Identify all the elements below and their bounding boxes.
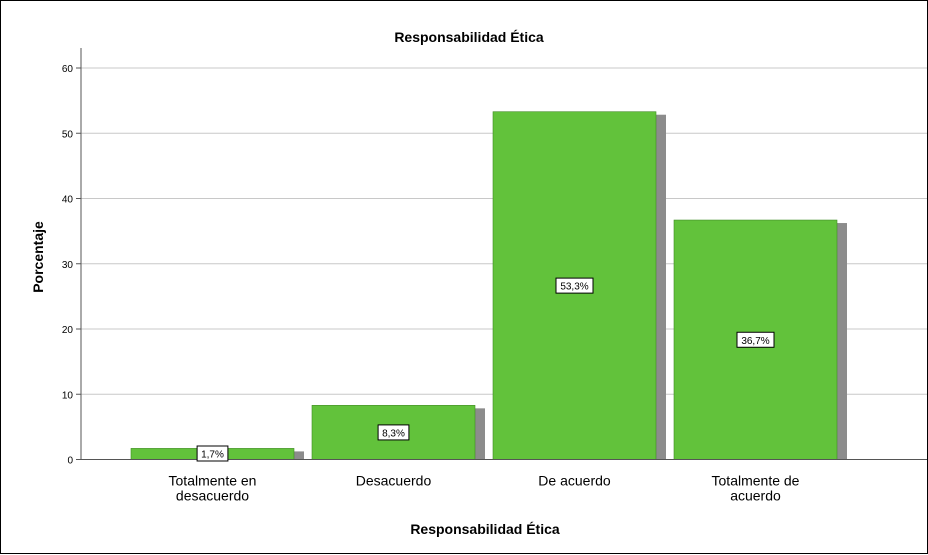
- y-tick-label: 0: [67, 456, 73, 467]
- chart-title: Responsabilidad Ética: [394, 29, 544, 45]
- x-tick-label: Totalmente en desacuerdo: [169, 473, 257, 504]
- y-tick-label: 50: [62, 129, 74, 140]
- x-tick-label: Totalmente de acuerdo: [712, 473, 800, 504]
- data-label: 1,7%: [196, 445, 229, 462]
- data-label: 8,3%: [377, 424, 410, 441]
- data-label-box: [196, 445, 229, 462]
- y-tick-label: 30: [62, 260, 74, 271]
- bars: [130, 111, 847, 460]
- data-labels: 1,7% 8,3% 53,3% 36,7%: [196, 277, 775, 462]
- y-axis-ticks: 0 10 20 30 40 50 60: [62, 64, 81, 467]
- data-label-box: [377, 424, 410, 441]
- x-axis-ticks: Totalmente en desacuerdo Desacuerdo De acue…: [169, 473, 800, 504]
- y-tick-label: 10: [62, 390, 74, 401]
- data-label: 36,7%: [736, 331, 775, 348]
- y-tick-label: 20: [62, 325, 74, 336]
- y-tick-label: 60: [62, 64, 74, 75]
- x-tick-label: De acuerdo: [538, 473, 611, 489]
- x-axis-title: Responsabilidad Ética: [410, 521, 560, 537]
- x-tick-label: Desacuerdo: [356, 473, 432, 489]
- data-label-text: 1,7%: [201, 450, 224, 461]
- data-label: 53,3%: [555, 277, 594, 294]
- data-label-text: 36,7%: [741, 336, 769, 347]
- data-label-text: 53,3%: [560, 282, 588, 293]
- y-axis-title: Porcentaje: [30, 221, 46, 293]
- data-label-box: [555, 277, 594, 294]
- data-label-box: [736, 331, 775, 348]
- y-tick-label: 40: [62, 195, 74, 206]
- data-label-text: 8,3%: [382, 428, 405, 439]
